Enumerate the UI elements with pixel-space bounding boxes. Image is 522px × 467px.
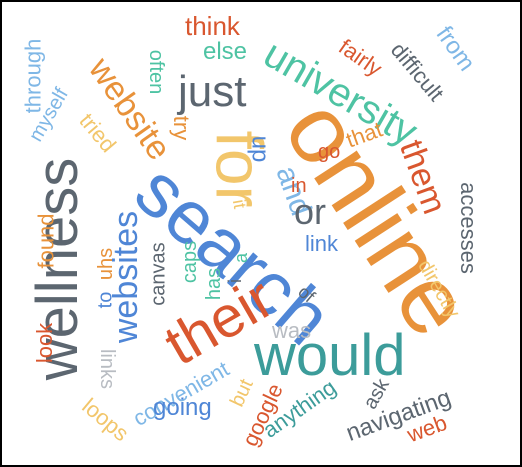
word-think: think bbox=[185, 11, 240, 41]
word-found: found bbox=[33, 213, 59, 269]
word-i: i bbox=[225, 279, 245, 283]
word-up: up bbox=[246, 135, 274, 163]
word-often: often bbox=[145, 49, 168, 95]
word-it: it bbox=[228, 197, 251, 211]
word-through: through bbox=[20, 38, 46, 114]
word-a: a bbox=[231, 252, 252, 264]
word-was: was bbox=[272, 318, 312, 343]
word-loops: loops bbox=[77, 393, 134, 447]
word-go: go bbox=[318, 141, 341, 163]
word-try: try bbox=[169, 115, 195, 141]
word-link: link bbox=[305, 231, 339, 256]
word-else: else bbox=[203, 38, 248, 65]
word-has: has bbox=[203, 267, 226, 301]
word-going: going bbox=[153, 394, 212, 421]
word-accesses: accesses bbox=[455, 182, 481, 274]
word-to: to bbox=[94, 291, 117, 309]
word-from: from bbox=[430, 21, 481, 77]
word-links: links bbox=[96, 348, 119, 390]
word-in: in bbox=[291, 175, 307, 197]
word-canvas: canvas bbox=[147, 242, 170, 306]
word-or: or bbox=[294, 191, 327, 232]
word-just: just bbox=[178, 67, 247, 116]
word-caps: caps bbox=[179, 240, 202, 284]
word-would: would bbox=[254, 323, 406, 388]
word-look: look bbox=[32, 322, 58, 364]
word-uhs: uhs bbox=[95, 247, 118, 281]
